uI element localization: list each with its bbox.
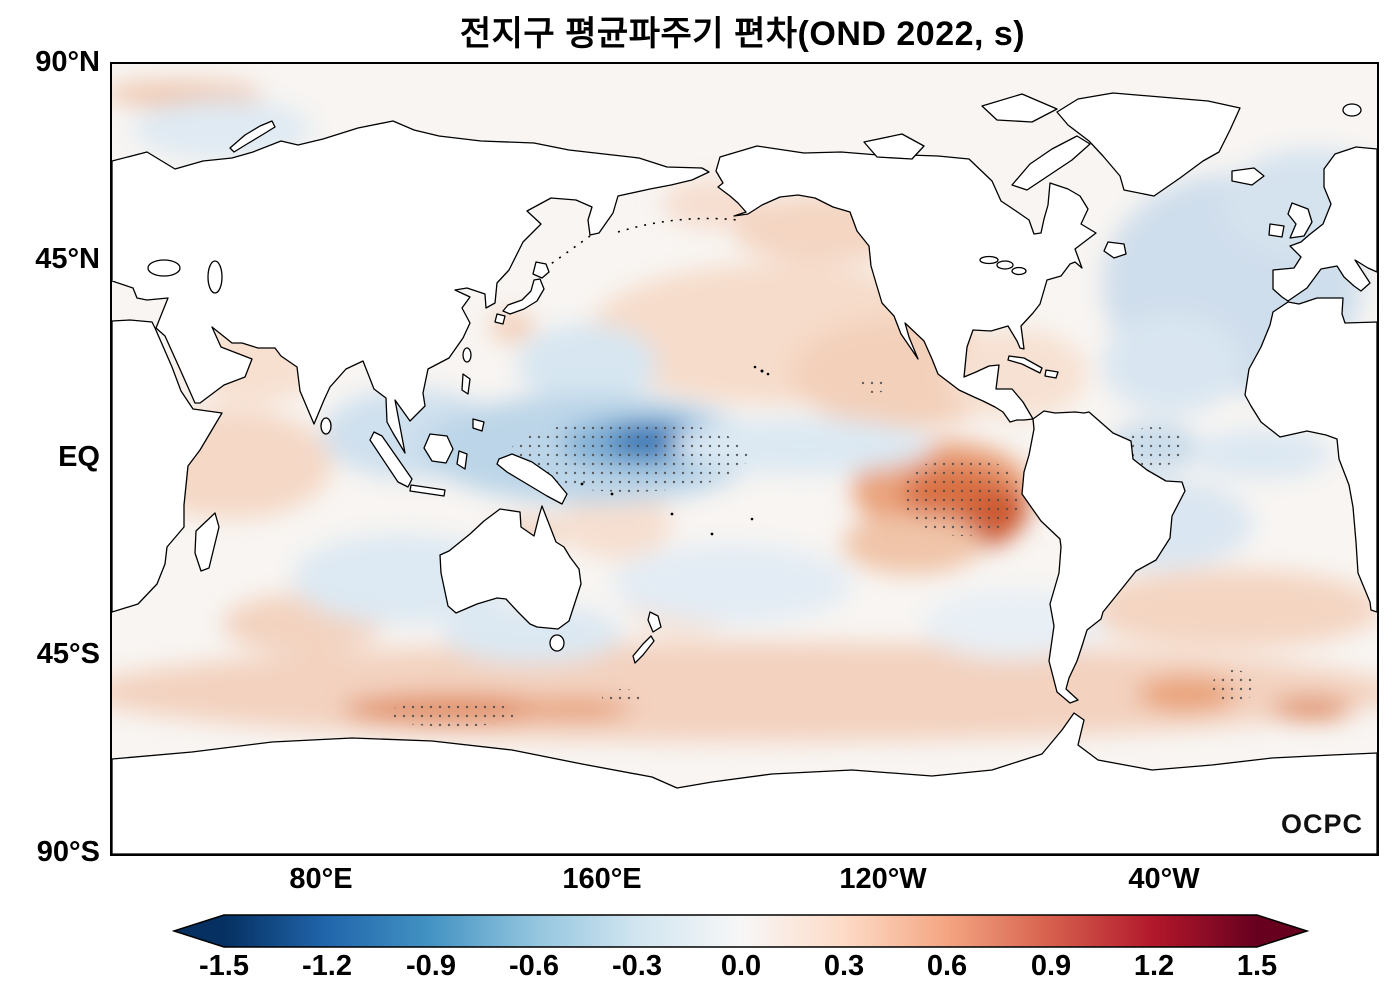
landmass-europe	[1272, 146, 1377, 302]
lon-label-160e: 160°E	[562, 863, 642, 895]
islands-caribbean	[1007, 355, 1059, 379]
landmass-antarctica	[112, 712, 1377, 854]
colorbar-tick-label: 0.6	[926, 950, 968, 982]
world-map	[112, 64, 1377, 854]
islands-canadian-arctic	[863, 93, 1091, 191]
landmass-africa-east	[112, 319, 223, 613]
colorbar-tick-label: 0.3	[823, 950, 865, 982]
stipple-dots	[387, 379, 1256, 727]
ocpc-logo: OCPC	[1280, 809, 1363, 839]
lon-label-40w: 40°W	[1128, 863, 1200, 895]
lon-label-120w: 120°W	[839, 863, 927, 895]
colorbar-tick-label: 0.9	[1030, 950, 1072, 982]
page-title: 전지구 평균파주기 편차(OND 2022, s)	[459, 15, 1026, 53]
colorbar-tick-label: 1.5	[1236, 950, 1278, 982]
colorbar-tick-label: -1.5	[199, 950, 249, 982]
colorbar-tick-label: -0.6	[509, 950, 559, 982]
lon-label-80e: 80°E	[289, 863, 353, 895]
islands-british	[1268, 202, 1313, 239]
landmass-madagascar	[194, 512, 220, 572]
colorbar-tick-label: -1.2	[302, 950, 352, 982]
islands-maritime-continent	[369, 347, 568, 505]
lat-label-eq: EQ	[58, 441, 100, 473]
islands-new-zealand	[632, 611, 662, 664]
small-islands	[580, 365, 770, 536]
colorbar-tick-label: -0.9	[406, 950, 456, 982]
islands-japan	[494, 261, 550, 325]
landmass-eurasia	[112, 120, 710, 454]
landmass-africa-west	[1244, 297, 1377, 613]
colorbar-gradient	[171, 914, 1310, 948]
lat-label-45n: 45°N	[35, 243, 100, 275]
lat-label-45s: 45°S	[36, 638, 100, 670]
landmass-north-america	[715, 145, 1097, 423]
landmass-south-america	[1021, 410, 1186, 704]
colorbar-tick-label: 0.0	[720, 950, 762, 982]
colorbar-tick-label: 1.2	[1133, 950, 1175, 982]
landmass-greenland	[1056, 92, 1241, 197]
lat-label-90s: 90°S	[36, 836, 100, 868]
coastlines	[112, 92, 1377, 854]
colorbar	[171, 912, 1312, 952]
landmass-australia	[439, 505, 582, 630]
colorbar-tick-label: -0.3	[612, 950, 662, 982]
lat-label-90n: 90°N	[35, 46, 100, 78]
map-panel: OCPC	[110, 62, 1379, 856]
